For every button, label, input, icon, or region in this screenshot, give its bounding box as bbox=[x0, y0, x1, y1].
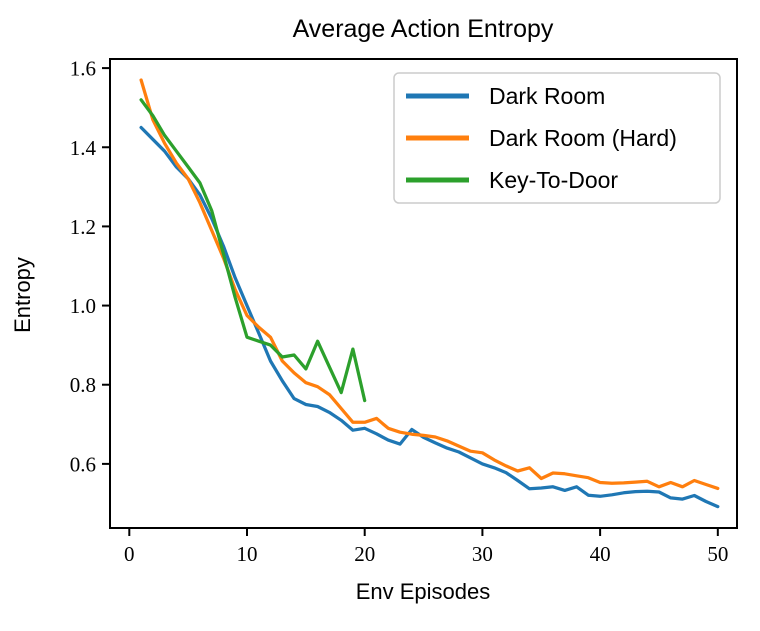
x-tick-label: 0 bbox=[124, 542, 135, 566]
legend-entry-dark-room-hard: Dark Room (Hard) bbox=[406, 125, 677, 151]
legend-frame bbox=[393, 72, 721, 204]
x-tick-label: 40 bbox=[590, 542, 611, 566]
y-tick-label: 1.2 bbox=[70, 215, 96, 239]
x-axis-label: Env Episodes bbox=[356, 579, 491, 604]
legend-entry-dark-room: Dark Room bbox=[406, 83, 605, 109]
chart-title: Average Action Entropy bbox=[293, 15, 554, 43]
x-axis-ticks: 0 10 20 30 40 50 bbox=[124, 528, 728, 566]
line-key-to-door bbox=[139, 98, 367, 403]
legend: Dark Room Dark Room (Hard) Key-To-Door bbox=[393, 72, 721, 204]
x-tick-label: 50 bbox=[707, 542, 728, 566]
legend-label-key-to-door: Key-To-Door bbox=[489, 167, 618, 193]
plot-frame bbox=[109, 58, 738, 529]
legend-label-dark-room-hard: Dark Room (Hard) bbox=[489, 125, 677, 151]
legend-label-dark-room: Dark Room bbox=[489, 83, 605, 109]
y-tick-label: 1.6 bbox=[70, 57, 96, 81]
line-dark-room-hard bbox=[139, 78, 720, 491]
y-axis-label: Entropy bbox=[10, 257, 35, 333]
y-tick-label: 0.6 bbox=[70, 452, 96, 476]
line-dark-room bbox=[139, 125, 720, 509]
x-tick-label: 10 bbox=[237, 542, 258, 566]
plot-area bbox=[139, 78, 720, 509]
x-tick-label: 20 bbox=[354, 542, 375, 566]
y-axis-ticks: 0.6 0.8 1.0 1.2 1.4 1.6 bbox=[70, 57, 110, 476]
y-tick-label: 0.8 bbox=[70, 373, 96, 397]
legend-entry-key-to-door: Key-To-Door bbox=[406, 167, 618, 193]
y-tick-label: 1.0 bbox=[70, 294, 96, 318]
y-tick-label: 1.4 bbox=[70, 136, 97, 160]
x-tick-label: 30 bbox=[472, 542, 493, 566]
